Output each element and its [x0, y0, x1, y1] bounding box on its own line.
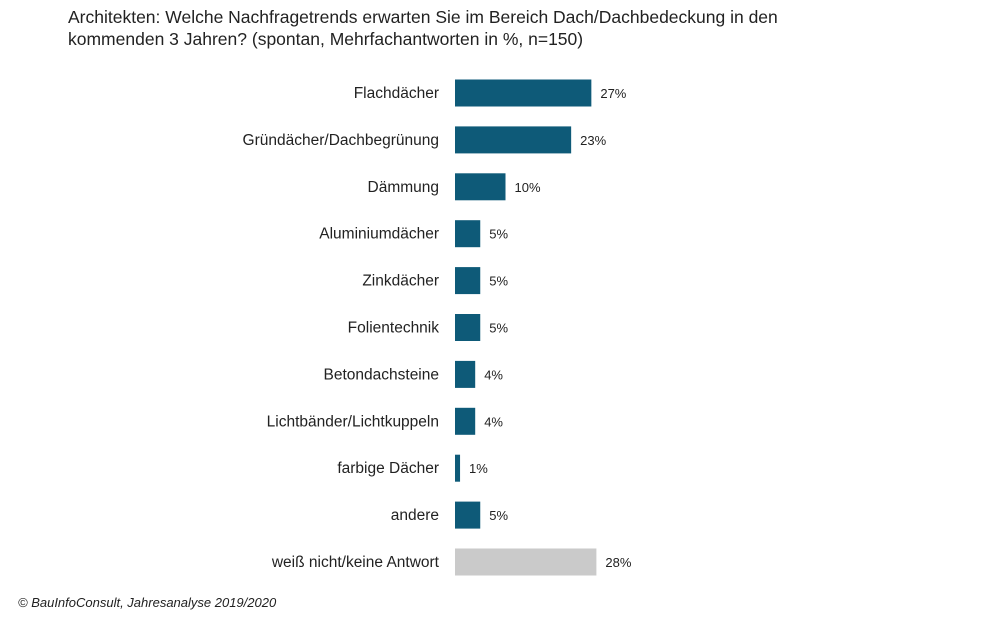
bar	[455, 548, 597, 576]
category-label: Flachdächer	[354, 85, 439, 102]
value-label: 28%	[605, 555, 631, 570]
category-label: farbige Dächer	[337, 460, 439, 477]
bar	[455, 454, 461, 482]
bar	[455, 267, 481, 295]
category-label: Betondachsteine	[324, 366, 439, 383]
bar	[455, 407, 476, 435]
category-label: Gründächer/Dachbegrünung	[243, 132, 439, 149]
bar	[455, 360, 476, 388]
value-label: 23%	[580, 133, 606, 148]
value-label: 27%	[600, 86, 626, 101]
value-label: 4%	[484, 414, 503, 429]
category-label: Aluminiumdächer	[319, 226, 439, 243]
value-label: 5%	[489, 274, 508, 289]
source-note: © BauInfoConsult, Jahresanalyse 2019/202…	[18, 595, 277, 610]
bar	[455, 79, 592, 107]
bar	[455, 314, 481, 341]
bar	[455, 501, 481, 529]
value-label: 5%	[489, 227, 508, 242]
bar	[455, 173, 506, 201]
value-label: 1%	[469, 461, 488, 476]
category-label: Lichtbänder/Lichtkuppeln	[267, 413, 439, 430]
category-label: Zinkdächer	[362, 273, 439, 290]
value-label: 4%	[484, 367, 503, 382]
bar	[455, 126, 572, 154]
bar	[455, 220, 481, 248]
category-label: Dämmung	[368, 179, 440, 196]
chart-title: Architekten: Welche Nachfragetrends erwa…	[68, 7, 778, 49]
category-label: weiß nicht/keine Antwort	[271, 554, 440, 571]
category-label: andere	[391, 507, 439, 524]
value-label: 5%	[489, 321, 508, 336]
value-label: 5%	[489, 508, 508, 523]
value-label: 10%	[515, 180, 541, 195]
category-label: Folientechnik	[348, 320, 440, 337]
